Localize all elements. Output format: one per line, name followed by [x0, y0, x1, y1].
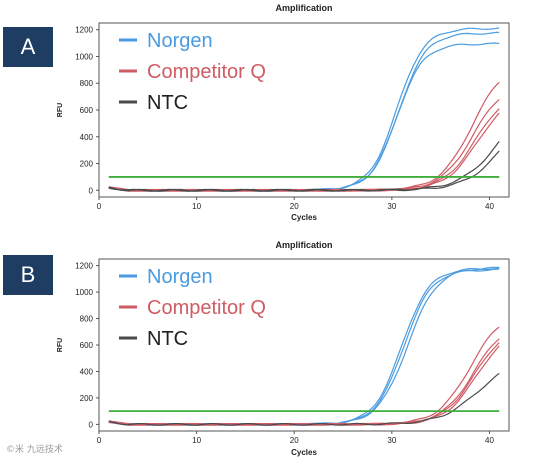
y-tick-label: 1200: [75, 262, 93, 271]
x-tick-label: 30: [387, 202, 396, 211]
y-tick-label: 800: [80, 79, 94, 88]
norgen-legend-label: Norgen: [147, 266, 213, 288]
y-tick-label: 0: [89, 420, 94, 429]
ntc-series-line: [108, 372, 500, 426]
chart-panel-a: A Amplification 0 200 400 600 800 1000 1200 0 10 2…: [0, 0, 551, 232]
y-axis-label: RFU: [57, 338, 64, 352]
x-tick-label: 20: [290, 202, 299, 211]
x-tick-label: 10: [192, 436, 201, 445]
chart-panel-b: B Amplification 0 200 400 600 800 1000 1200 0 10 2…: [0, 232, 551, 464]
amplification-chart-b: Amplification 0 200 400 600 800 1000 1200 0 10 20 3…: [57, 240, 510, 457]
y-tick-label: 1000: [75, 52, 93, 61]
ntc-legend-label: NTC: [147, 92, 188, 114]
competitor-legend-label: Competitor Q: [147, 297, 266, 319]
panel-label-a: A: [3, 27, 53, 67]
competitor-series-line: [108, 342, 500, 426]
panel-label-b: B: [3, 255, 53, 295]
y-axis-label: RFU: [57, 103, 64, 117]
amplification-chart-a: Amplification 0 200 400 600 800 1000 1200 0 10 20 3…: [57, 3, 510, 222]
y-tick-label: 0: [89, 186, 94, 195]
y-tick-label: 600: [80, 341, 94, 350]
y-tick-label: 200: [80, 394, 94, 403]
chart-title: Amplification: [275, 240, 332, 250]
y-tick-label: 200: [80, 160, 94, 169]
ntc-series-line: [108, 150, 500, 192]
competitor-legend-label: Competitor Q: [147, 61, 266, 83]
y-tick-label: 800: [80, 315, 94, 324]
y-tick-label: 1200: [75, 26, 93, 35]
x-tick-label: 30: [387, 436, 396, 445]
y-tick-label: 1000: [75, 288, 93, 297]
y-tick-label: 400: [80, 133, 94, 142]
x-tick-label: 0: [97, 202, 102, 211]
x-tick-label: 20: [290, 436, 299, 445]
x-axis-label: Cycles: [291, 448, 317, 457]
y-tick-label: 600: [80, 106, 94, 115]
y-tick-label: 400: [80, 367, 94, 376]
chart-title: Amplification: [275, 3, 332, 13]
competitor-series-line: [108, 108, 500, 192]
norgen-legend-label: Norgen: [147, 30, 213, 52]
watermark: ©米 九远技术: [6, 445, 63, 455]
x-tick-label: 10: [192, 202, 201, 211]
x-axis-label: Cycles: [291, 213, 317, 222]
x-tick-label: 0: [97, 436, 102, 445]
x-tick-label: 40: [485, 202, 494, 211]
ntc-series-line: [108, 140, 500, 192]
ntc-legend-label: NTC: [147, 328, 188, 350]
x-tick-label: 40: [485, 436, 494, 445]
